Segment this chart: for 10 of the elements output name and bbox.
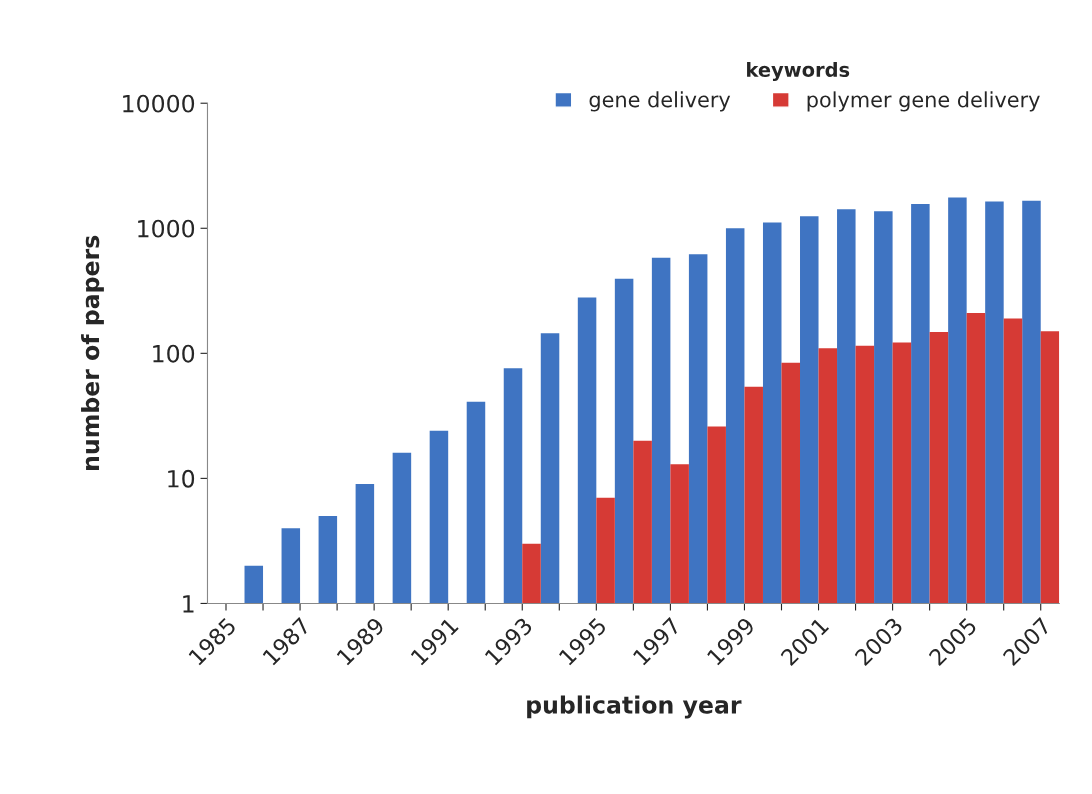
y-tick-label: 1 [183, 595, 194, 613]
x-axis-title: publication year [527, 695, 742, 719]
y-tick-label: 1000 [138, 219, 195, 238]
legend-label: polymer gene delivery [807, 91, 1040, 112]
y-tick-label: 100 [153, 344, 195, 363]
y-tick-label: 10000 [123, 94, 195, 113]
legend-label: gene delivery [589, 91, 731, 112]
legend-title: keywords [747, 61, 850, 81]
y-axis-title: number of papers [81, 235, 104, 470]
y-tick-label: 10 [168, 469, 195, 488]
